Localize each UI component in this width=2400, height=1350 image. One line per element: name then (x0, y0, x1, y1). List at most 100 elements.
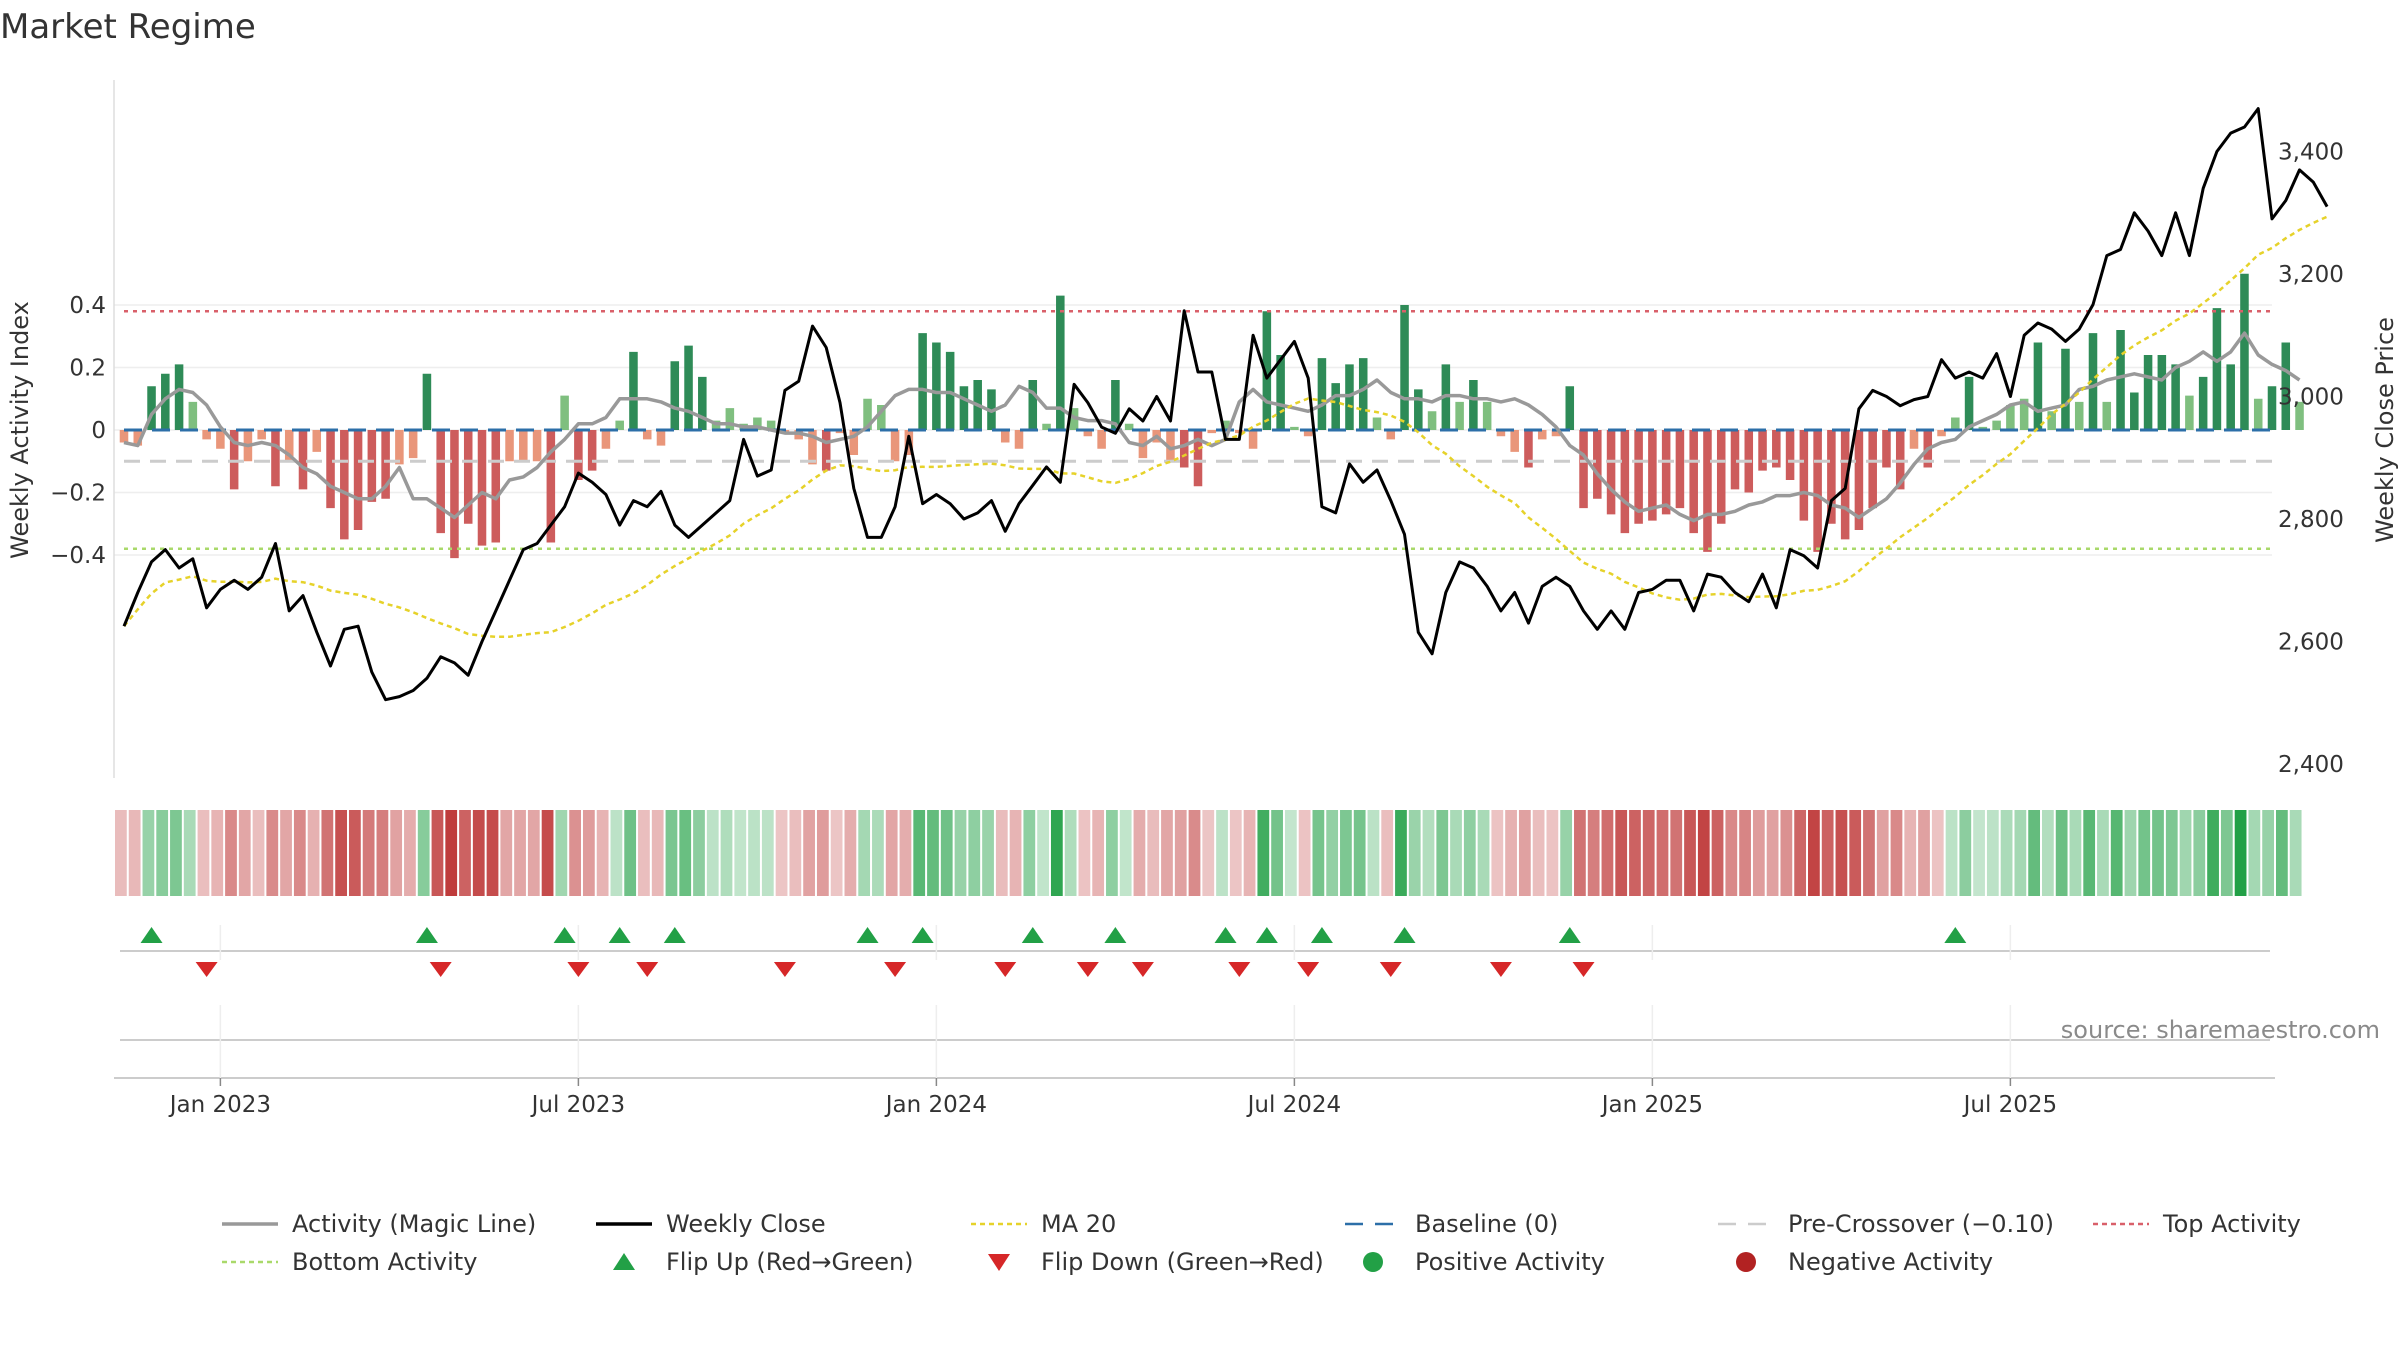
flip-up-marker (1310, 927, 1333, 943)
strip-cell (1615, 810, 1628, 896)
activity-bar (1799, 430, 1809, 521)
strip-cell (2110, 810, 2123, 896)
activity-bar (202, 430, 211, 440)
activity-bar (766, 420, 776, 430)
strip-cell (1863, 810, 1875, 896)
strip-cell (569, 810, 581, 896)
legend-item: Activity (Magic Line) (222, 1210, 536, 1238)
activity-bar (2226, 364, 2235, 430)
y-right-tick: 2,600 (2278, 630, 2344, 656)
flip-down-marker (1489, 962, 1512, 977)
chart-title: Market Regime (0, 7, 256, 47)
strip-cell (913, 810, 926, 896)
strip-cell (596, 810, 609, 896)
strip-cell (142, 810, 155, 896)
left-axis-ticks: 0.4 0.2 0 −0.2 −0.4 (50, 293, 106, 569)
strip-cell (293, 810, 306, 896)
series-lines (122, 107, 2329, 702)
strip-cell (775, 810, 788, 896)
activity-bar (257, 430, 266, 440)
activity-bar (835, 430, 845, 434)
activity-bar (1083, 430, 1093, 437)
legend-label: Negative Activity (1788, 1248, 1993, 1276)
activity-bar (2185, 395, 2194, 430)
activity-bar (1716, 430, 1726, 524)
flip-down-marker (884, 962, 907, 977)
flip-down-marker (1297, 962, 1320, 977)
strip-cell (2248, 810, 2261, 896)
strip-cell (115, 810, 127, 896)
strip-cell (2055, 810, 2068, 896)
activity-bar (1469, 380, 1478, 430)
strip-cell (1284, 810, 1297, 896)
activity-bar (532, 430, 542, 462)
activity-bar (340, 430, 349, 540)
strip-cell (1656, 810, 1669, 896)
strip-cell (500, 810, 513, 896)
flip-up-marker (1214, 927, 1237, 943)
strip-cell (197, 810, 210, 896)
activity-bar (2088, 333, 2098, 430)
strip-cell (982, 810, 994, 896)
strip-cell (225, 810, 237, 896)
strip-cell (486, 810, 499, 896)
activity-bar (1661, 430, 1671, 515)
strip-cell (940, 810, 953, 896)
strip-cell (1739, 810, 1751, 896)
strip-cell (2234, 810, 2247, 896)
activity-bar (890, 430, 900, 462)
activity-bar (1565, 386, 1575, 430)
strip-cell (2069, 810, 2082, 896)
strip-cell (1821, 810, 1834, 896)
flip-down-marker (773, 962, 796, 977)
strip-cell (995, 810, 1008, 896)
strip-cell (280, 810, 292, 896)
flip-up-marker (1558, 927, 1581, 943)
strip-cell (459, 810, 471, 896)
activity-bar (725, 408, 735, 430)
activity-bar (1166, 430, 1175, 462)
activity-bar (959, 386, 969, 430)
activity-bar (1042, 423, 1051, 430)
strip-cell (527, 810, 540, 896)
x-axis-ticks: Jan 2023 Jul 2023 Jan 2024 Jul 2024 Jan 2025… (168, 1078, 2057, 1118)
flip-down-marker (1076, 962, 1099, 977)
legend-item: Negative Activity (1736, 1248, 1993, 1276)
strip-cell (1050, 810, 1063, 896)
reference-lines (124, 310, 2272, 550)
strip-cell (638, 810, 650, 896)
strip-cell (2152, 810, 2164, 896)
legend-label: Flip Up (Red→Green) (666, 1248, 914, 1276)
strip-cell (128, 810, 141, 896)
activity-bar (1634, 430, 1643, 524)
legend-label: Weekly Close (666, 1210, 826, 1238)
activity-bar (2157, 355, 2167, 430)
strip-cell (252, 810, 265, 896)
strip-cell (789, 810, 802, 896)
strip-cell (1064, 810, 1077, 896)
activity-bar (312, 430, 322, 452)
legend-label: Flip Down (Green→Red) (1041, 1248, 1324, 1276)
activity-bar (1579, 430, 1588, 509)
strip-cell (2124, 810, 2137, 896)
activity-bar (1221, 420, 1230, 430)
strip-cell (734, 810, 747, 896)
activity-bar (629, 351, 638, 430)
strip-cell (1353, 810, 1366, 896)
activity-bar (1854, 430, 1864, 530)
strip-cell (899, 810, 912, 896)
activity-bar (615, 420, 624, 430)
strip-cell (1188, 810, 1201, 896)
y-right-tick: 3,000 (2278, 385, 2344, 411)
activity-bar (2295, 401, 2304, 430)
legend-swatch (1363, 1252, 1383, 1272)
x-tick-label: Jan 2025 (1600, 1092, 1703, 1118)
y-right-label: Weekly Close Price (2371, 317, 2399, 543)
activity-bar (1909, 430, 1919, 449)
strip-cell (2276, 810, 2288, 896)
strip-cell (445, 810, 458, 896)
strip-cell (1876, 810, 1889, 896)
strip-cell (1532, 810, 1545, 896)
activity-bar (863, 398, 872, 430)
activity-bar (1179, 430, 1189, 468)
